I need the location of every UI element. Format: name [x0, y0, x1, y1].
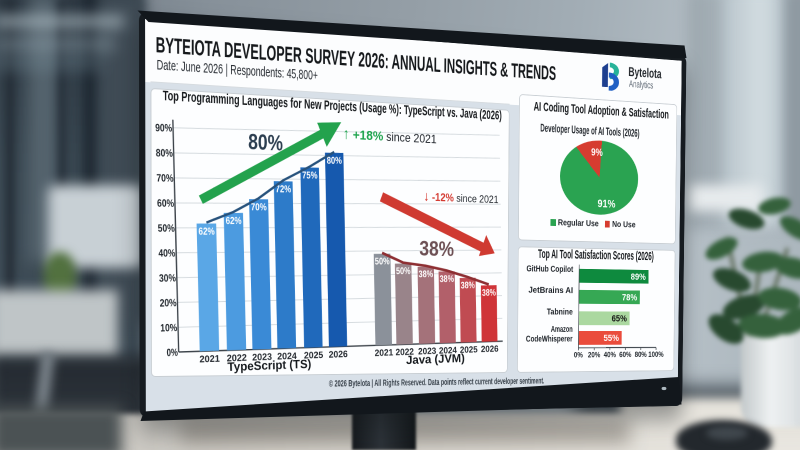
svg-text:75%: 75% [302, 171, 318, 182]
svg-text:40%: 40% [604, 350, 617, 359]
svg-text:80%: 80% [248, 129, 283, 155]
svg-text:2022: 2022 [227, 353, 248, 364]
svg-text:50%: 50% [375, 257, 390, 268]
svg-text:50%: 50% [396, 266, 411, 277]
svg-text:40%: 40% [158, 248, 176, 260]
svg-text:38%: 38% [482, 288, 496, 298]
svg-text:Amazon: Amazon [551, 325, 573, 334]
svg-text:80%: 80% [635, 350, 648, 359]
svg-text:38%: 38% [419, 270, 434, 281]
svg-text:2026: 2026 [329, 349, 349, 360]
svg-text:Java (JVM): Java (JVM) [406, 352, 465, 367]
svg-text:2026: 2026 [481, 344, 499, 355]
svg-text:80%: 80% [156, 147, 174, 159]
svg-text:2025: 2025 [460, 345, 478, 356]
svg-text:↑ +18% since 2021: ↑ +18% since 2021 [343, 126, 437, 147]
svg-text:55%: 55% [604, 333, 620, 344]
svg-text:78%: 78% [622, 292, 638, 303]
svg-text:89%: 89% [631, 272, 647, 283]
svg-text:2024: 2024 [277, 351, 297, 362]
svg-text:65%: 65% [612, 313, 628, 324]
svg-text:100%: 100% [648, 350, 664, 359]
svg-text:62%: 62% [225, 216, 241, 227]
svg-text:JetBrains AI: JetBrains AI [528, 285, 573, 295]
svg-text:GitHub Copilot: GitHub Copilot [526, 264, 573, 274]
svg-text:Tabnine: Tabnine [547, 307, 573, 316]
svg-text:38%: 38% [461, 281, 475, 291]
svg-text:CodeWhisperer: CodeWhisperer [526, 334, 573, 343]
svg-text:TypeScript (TS): TypeScript (TS) [227, 357, 311, 374]
svg-text:60%: 60% [157, 198, 175, 210]
svg-text:20%: 20% [588, 350, 601, 359]
svg-text:62%: 62% [198, 227, 214, 238]
svg-text:60%: 60% [619, 350, 632, 359]
svg-text:0%: 0% [574, 350, 583, 359]
svg-text:2024: 2024 [439, 346, 458, 357]
svg-text:2022: 2022 [395, 347, 414, 358]
svg-text:2021: 2021 [375, 348, 394, 359]
svg-text:10%: 10% [160, 322, 178, 334]
svg-text:30%: 30% [159, 272, 177, 284]
svg-text:2023: 2023 [252, 352, 273, 363]
svg-text:70%: 70% [156, 172, 174, 184]
svg-text:80%: 80% [327, 156, 342, 167]
svg-text:2023: 2023 [418, 346, 437, 357]
svg-text:2025: 2025 [304, 350, 324, 361]
svg-text:↓ -12% since 2021: ↓ -12% since 2021 [423, 189, 498, 207]
svg-text:90%: 90% [155, 122, 173, 134]
svg-text:38%: 38% [419, 236, 454, 261]
svg-text:70%: 70% [251, 202, 267, 213]
svg-text:20%: 20% [160, 297, 178, 309]
svg-text:50%: 50% [158, 223, 176, 235]
svg-text:2021: 2021 [199, 354, 220, 366]
svg-text:0%: 0% [166, 347, 178, 359]
svg-text:72%: 72% [275, 184, 291, 195]
svg-text:38%: 38% [440, 274, 454, 284]
